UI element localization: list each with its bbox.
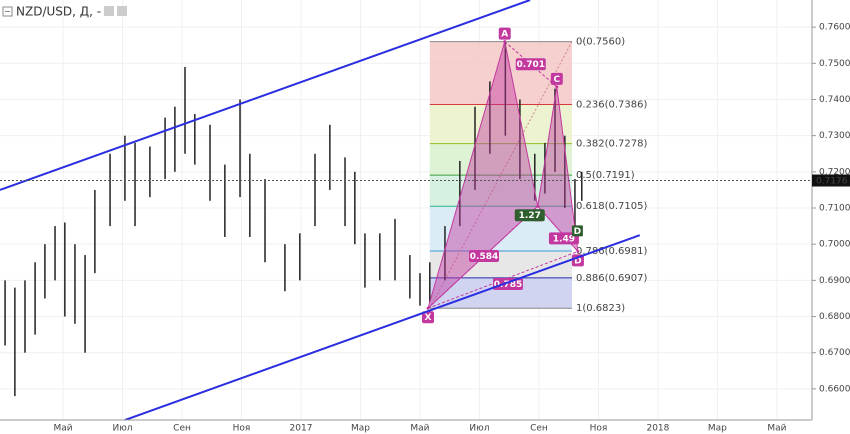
collapse-icon[interactable] <box>2 6 13 17</box>
pattern-point <box>536 204 540 208</box>
x-tick-label: 2017 <box>290 424 313 434</box>
fib-label: 0.5(0.7191) <box>576 170 635 181</box>
y-tick-label: 0.7400 <box>819 95 850 105</box>
price-axis <box>812 0 850 434</box>
fib-retracement: 0(0.7560) 0.236(0.7386) 0.382(0.7278) 0.5(0… <box>429 37 648 314</box>
current-price-label: 0.7176 <box>816 177 848 187</box>
pattern-point <box>555 85 559 89</box>
fib-zone <box>429 104 572 144</box>
y-tick-label: 0.7500 <box>819 59 850 69</box>
current-price-badge <box>812 174 850 187</box>
fib-zone <box>429 41 572 105</box>
y-tick-label: 0.6600 <box>819 384 850 394</box>
ratio-badge <box>548 232 579 245</box>
point-label: D <box>574 256 581 266</box>
pattern-point <box>576 249 580 253</box>
axes: 0.6600 0.6700 0.6800 0.6900 0.7000 0.7100 0.72… <box>53 23 850 434</box>
ratio-label: 0.701 <box>517 60 545 70</box>
x-tick-label: 2018 <box>646 424 669 434</box>
x-tick-label: Сен <box>173 424 191 434</box>
x-tick-label: Мар <box>351 424 370 434</box>
point-label: C <box>553 75 560 85</box>
settings-icon[interactable] <box>117 6 127 16</box>
settings-icon[interactable] <box>104 6 114 16</box>
ratio-label: 0.584 <box>470 252 498 262</box>
fib-label: 0.786(0.6981) <box>576 246 648 257</box>
ratio-badge <box>469 250 499 262</box>
trend-line <box>0 0 531 191</box>
y-tick-label: 0.7600 <box>819 23 850 33</box>
overlays <box>0 0 812 421</box>
y-tick-label: 0.6700 <box>819 348 850 358</box>
x-tick-label: Мар <box>708 424 727 434</box>
point-label: A <box>501 30 508 40</box>
d-marker: D <box>574 227 581 237</box>
trend-line <box>124 234 641 421</box>
fib-label: 0.382(0.7278) <box>576 139 648 150</box>
time-axis <box>0 420 812 434</box>
ratio-label: 0.785 <box>494 280 522 290</box>
pattern-point <box>503 40 507 44</box>
y-tick-label: 0.7300 <box>819 131 850 141</box>
ratio-badge <box>514 209 545 222</box>
pattern-point <box>426 306 430 310</box>
ratio-label: 1.49 <box>553 234 575 244</box>
ratio-badge <box>493 278 523 290</box>
x-tick-label: Июл <box>113 424 133 434</box>
x-tick-label: Июл <box>469 424 489 434</box>
y-tick-label: 0.7000 <box>819 240 850 250</box>
symbol-title: NZD/USD, Д, - <box>16 5 101 19</box>
pattern-ratio-line <box>504 41 558 88</box>
x-tick-label: Май <box>410 424 429 434</box>
y-tick-label: 0.7100 <box>819 204 850 214</box>
x-tick-label: Ноя <box>590 424 608 434</box>
point-badge <box>498 27 511 40</box>
fib-label: 0.886(0.6907) <box>576 273 648 284</box>
fib-zone <box>429 143 572 176</box>
y-tick-label: 0.6900 <box>819 276 850 286</box>
point-badge <box>550 72 563 85</box>
point-label: X <box>425 313 432 323</box>
x-tick-label: Май <box>767 424 786 434</box>
price-bars <box>4 41 583 397</box>
x-tick-label: Ноя <box>233 424 251 434</box>
x-tick-label: Май <box>53 424 72 434</box>
ratio-badge <box>515 58 546 71</box>
fib-label: 0.618(0.7105) <box>576 201 648 212</box>
x-tick-label: Сен <box>530 424 548 434</box>
fib-label: 0.236(0.7386) <box>576 100 648 111</box>
ratio-label: 1.27 <box>519 211 541 221</box>
fib-label: 1(0.6823) <box>576 303 625 314</box>
y-tick-label: 0.6800 <box>819 312 850 322</box>
point-badge <box>422 311 435 324</box>
fib-zone <box>429 206 572 252</box>
fib-label: 0(0.7560) <box>576 37 625 48</box>
y-tick-label: 0.7200 <box>819 167 850 177</box>
d-marker-badge <box>571 225 583 237</box>
